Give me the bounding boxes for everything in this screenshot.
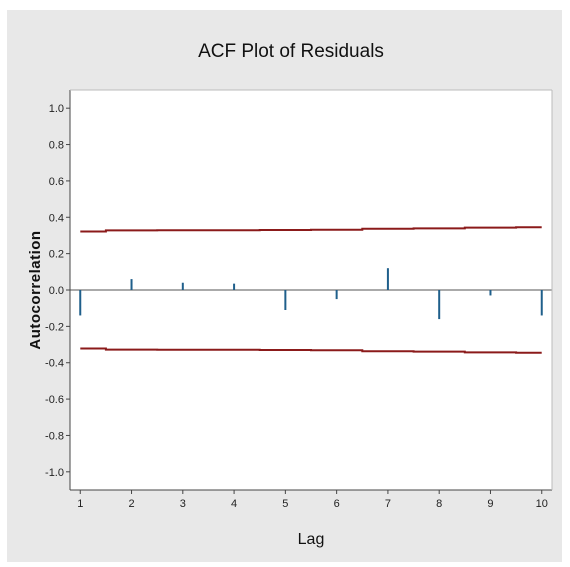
x-tick-label: 10	[536, 498, 548, 510]
axes-group	[66, 89, 553, 494]
x-axis-title: Lag	[298, 531, 325, 548]
x-tick-label: 5	[282, 498, 288, 510]
x-tick-label: 4	[231, 498, 237, 510]
x-tick-label: 2	[128, 498, 134, 510]
chart-title: ACF Plot of Residuals	[198, 41, 384, 62]
y-axis-title: Autocorrelation	[27, 230, 44, 349]
tick-labels-group: 1.0 0.8 0.6 0.4 0.2 0.0 -0.2 -0.4 -0.6 -0.8 -1.0 1 2…	[45, 103, 548, 510]
y-tick-label: -0.2	[45, 321, 64, 333]
x-tick-label: 8	[436, 498, 442, 510]
y-tick-label: 0.0	[49, 285, 64, 297]
spikes-group	[79, 268, 543, 320]
x-tick-label: 6	[334, 498, 340, 510]
y-tick-label: 0.2	[49, 249, 64, 261]
y-tick-label: -0.6	[45, 394, 64, 406]
significance-limits-group	[80, 226, 542, 354]
y-tick-label: 0.4	[49, 212, 64, 224]
y-tick-label: -0.4	[45, 358, 64, 370]
y-tick-label: -1.0	[45, 467, 64, 479]
lower-significance-limit	[80, 347, 542, 354]
y-tick-label: 0.8	[49, 140, 64, 152]
x-tick-label: 9	[487, 498, 493, 510]
x-tick-label: 3	[180, 498, 186, 510]
y-tick-label: 1.0	[49, 103, 64, 115]
y-tick-label: 0.6	[49, 176, 64, 188]
y-tick-label: -0.8	[45, 430, 64, 442]
x-tick-label: 1	[77, 498, 83, 510]
upper-significance-limit	[80, 226, 542, 233]
x-tick-label: 7	[385, 498, 391, 510]
